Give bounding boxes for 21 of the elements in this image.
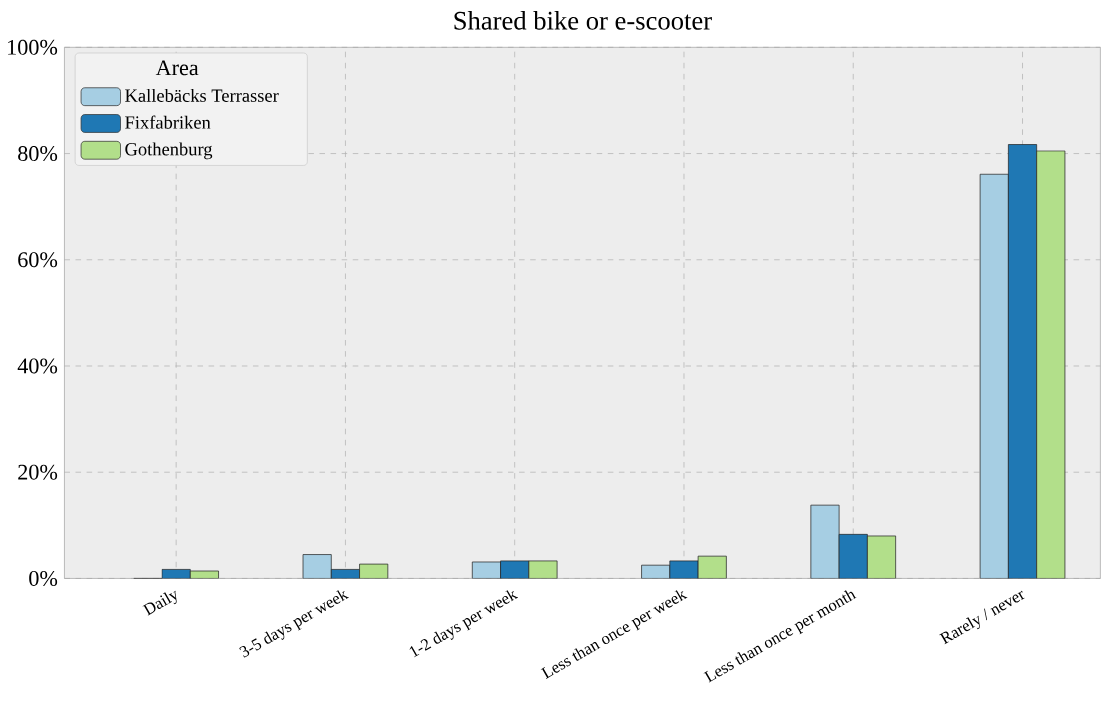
y-tick-label: 0% [29, 570, 58, 586]
legend-label: Kallebäcks Terrasser [125, 88, 279, 102]
chart-title: Shared bike or e-scooter [454, 10, 712, 30]
y-tick-label: 60% [18, 252, 58, 268]
y-tick-label: 40% [17, 358, 58, 374]
x-tick-label: Rarely / never [939, 590, 1025, 645]
x-tick-label: Less than once per week [540, 589, 688, 679]
x-tick-label: 3-5 days per week [239, 589, 349, 658]
bar [838, 533, 868, 579]
y-tick-label: 80% [18, 145, 58, 161]
x-tick-label: Daily [142, 590, 177, 616]
y-tick-label: 20% [18, 464, 58, 480]
legend-title: Area [155, 60, 199, 76]
legend-label: Fixfabriken [125, 115, 211, 129]
bar [302, 554, 332, 579]
y-tick-label: 100% [8, 39, 58, 55]
bar [810, 504, 840, 579]
x-tick-label: 1-2 days per week [409, 589, 519, 658]
bar [1008, 144, 1038, 579]
legend-label: Gothenburg [125, 142, 213, 160]
bar [979, 173, 1009, 579]
